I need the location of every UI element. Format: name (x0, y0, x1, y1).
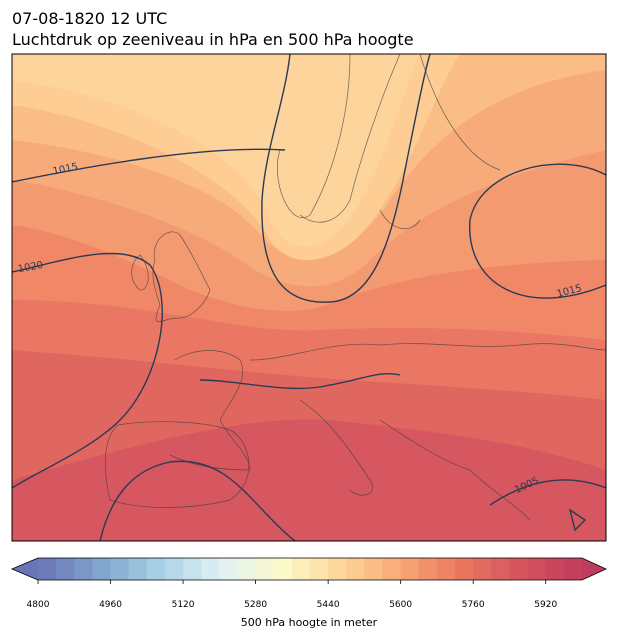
colorbar-tick-label: 4960 (99, 600, 122, 610)
colorbar-box (545, 558, 565, 580)
colorbar-box (418, 558, 438, 580)
colorbar-box (527, 558, 547, 580)
colorbar: 4800 4960 5120 5280 5440 5600 5760 5920 (10, 557, 607, 610)
colorbar-tick-label: 5440 (317, 600, 340, 610)
map-frame (11, 53, 607, 542)
colorbar-box (219, 558, 238, 580)
colorbar-box (364, 558, 384, 580)
colorbar-box (400, 558, 420, 580)
colorbar-box (291, 558, 311, 580)
colorbar-box (328, 558, 347, 580)
colorbar-box (255, 558, 275, 580)
colorbar-box (509, 558, 529, 580)
colorbar-box (563, 558, 583, 580)
colorbar-box (183, 558, 202, 580)
colorbar-box (38, 558, 57, 580)
colorbar-box (273, 558, 293, 580)
colorbar-extend-high (582, 558, 606, 580)
colorbar-box (436, 558, 456, 580)
contour-label: 1015 (52, 162, 79, 178)
colorbar-tick-label: 5280 (244, 600, 267, 610)
map: 1015 1020 1015 1005 (12, 54, 606, 541)
colorbar-box (74, 558, 93, 580)
colorbar-box (201, 558, 220, 580)
colorbar-box (455, 558, 474, 580)
colorbar-box (473, 558, 492, 580)
colorbar-box (92, 558, 112, 580)
colorbar-box (146, 558, 166, 580)
subtitle: Luchtdruk op zeeniveau in hPa en 500 hPa… (12, 30, 414, 49)
colorbar-box (237, 558, 257, 580)
colorbar-box (310, 558, 329, 580)
colorbar-outline (10, 557, 607, 581)
title: 07-08-1820 12 UTC (12, 9, 167, 28)
colorbar-tick-label: 4800 (27, 600, 50, 610)
colorbar-box (382, 558, 402, 580)
colorbar-tick-label: 5120 (172, 600, 195, 610)
colorbar-box (164, 558, 184, 580)
contour-label: 1020 (17, 260, 44, 275)
colorbar-extend-low (12, 558, 38, 580)
colorbar-tick-label: 5920 (534, 600, 557, 610)
colorbar-tick-label: 5600 (389, 600, 412, 610)
colorbar-box (491, 558, 510, 580)
colorbar-tick-label: 5760 (462, 600, 485, 610)
colorbar-box (346, 558, 365, 580)
colorbar-box (128, 558, 148, 580)
colorbar-box (56, 558, 75, 580)
colorbar-label: 500 hPa hoogte in meter (241, 616, 378, 629)
colorbar-box (110, 558, 130, 580)
